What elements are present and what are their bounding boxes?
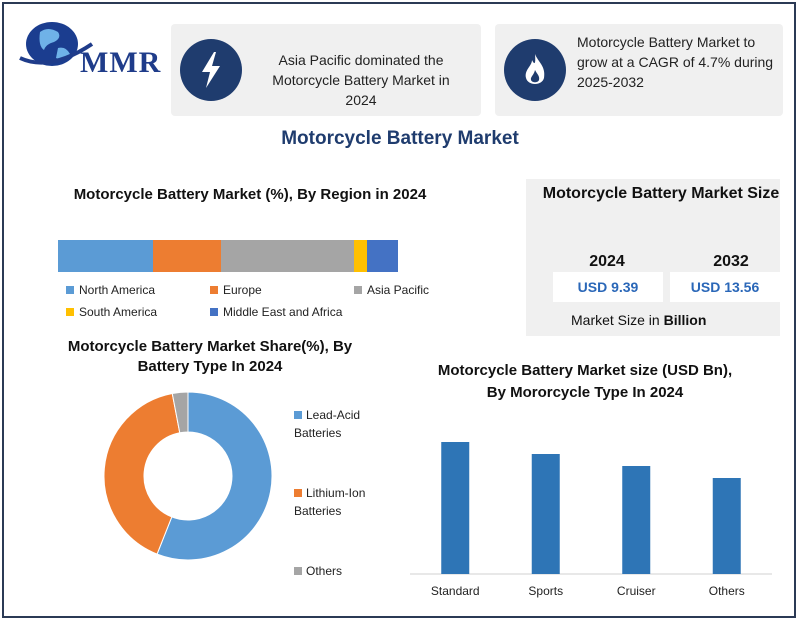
- mmr-logo: MMR: [12, 14, 162, 84]
- legend-label: North America: [79, 283, 156, 297]
- region-stacked-bar: [58, 240, 398, 272]
- card-region-text: Asia Pacific dominated the Motorcycle Ba…: [272, 52, 450, 108]
- battery-type-chart-title: Motorcycle Battery Market Share(%), By B…: [67, 338, 353, 375]
- legend-swatch: [354, 286, 362, 294]
- market-size-unit-note: Market Size in Billion: [571, 312, 706, 328]
- tick-label-sports: Sports: [528, 584, 563, 598]
- donut-legend-item-lead-acid-batteries: Lead-Acid Batteries: [294, 406, 384, 442]
- market-size-title: Motorcycle Battery Market Size: [542, 185, 780, 202]
- stack-segment-asia-pacific: [221, 240, 354, 272]
- note-unit: Billion: [663, 312, 707, 328]
- info-card-cagr: Motorcycle Battery Market to grow at a C…: [495, 24, 783, 116]
- flame-icon: [504, 39, 566, 101]
- logo-text: MMR: [80, 46, 162, 79]
- legend-item-south-america: South America: [66, 305, 157, 319]
- legend-label: Asia Pacific: [367, 283, 430, 297]
- stack-segment-south-america: [353, 240, 368, 272]
- bar-cruiser: [622, 466, 651, 574]
- legend-swatch: [210, 286, 218, 294]
- note-prefix: Market Size in: [571, 312, 660, 328]
- year-2024: 2024: [589, 253, 625, 270]
- info-card-region: Asia Pacific dominated the Motorcycle Ba…: [171, 24, 481, 116]
- donut-slice-lithium-ion-batteries: [103, 392, 181, 555]
- donut-slice-others: [171, 391, 189, 434]
- legend-item-asia-pacific: Asia Pacific: [354, 283, 429, 297]
- bar-standard: [441, 442, 470, 574]
- value-2032: USD 13.56: [670, 272, 780, 302]
- legend-item-north-america: North America: [66, 283, 155, 297]
- legend-swatch: [66, 286, 74, 294]
- bar-others: [712, 478, 741, 574]
- tick-label-others: Others: [709, 584, 745, 598]
- card-cagr-text: Motorcycle Battery Market to grow at a C…: [577, 34, 774, 90]
- legend-label: Others: [306, 564, 343, 578]
- legend-label: Lead-Acid Batteries: [294, 408, 361, 440]
- donut-legend-item-lithium-ion-batteries: Lithium-Ion Batteries: [294, 484, 384, 520]
- stack-segment-north-america: [58, 240, 154, 272]
- stack-segment-middle-east-and-africa: [367, 240, 398, 272]
- tick-label-cruiser: Cruiser: [617, 584, 656, 598]
- legend-item-europe: Europe: [210, 283, 262, 297]
- donut-slice-lead-acid-batteries: [156, 391, 273, 561]
- legend-label: Europe: [223, 283, 262, 297]
- legend-swatch: [66, 308, 74, 316]
- value-2024: USD 9.39: [553, 272, 663, 302]
- legend-item-middle-east-and-africa: Middle East and Africa: [210, 305, 342, 319]
- legend-label: South America: [79, 305, 158, 319]
- legend-label: Middle East and Africa: [223, 305, 343, 319]
- bar-sports: [531, 454, 560, 574]
- legend-swatch: [294, 411, 302, 419]
- legend-swatch: [294, 567, 302, 575]
- battery-type-donut: [103, 391, 273, 561]
- legend-swatch: [294, 489, 302, 497]
- stack-segment-europe: [153, 240, 222, 272]
- motorcycle-type-chart-title: Motorcycle Battery Market size (USD Bn),…: [437, 362, 733, 401]
- lightning-icon: [180, 39, 242, 101]
- market-size-panel: [526, 179, 780, 336]
- motorcycle-type-bar-chart: Standard Sports Cruiser Others: [410, 442, 772, 598]
- globe-icon: [19, 22, 97, 69]
- legend-swatch: [210, 308, 218, 316]
- year-2032: 2032: [713, 253, 749, 270]
- region-chart-title: Motorcycle Battery Market (%), By Region…: [73, 186, 427, 203]
- donut-legend-item-others: Others: [294, 562, 384, 580]
- legend-label: Lithium-Ion Batteries: [294, 486, 366, 518]
- main-title: Motorcycle Battery Market: [281, 128, 519, 149]
- tick-label-standard: Standard: [431, 584, 480, 598]
